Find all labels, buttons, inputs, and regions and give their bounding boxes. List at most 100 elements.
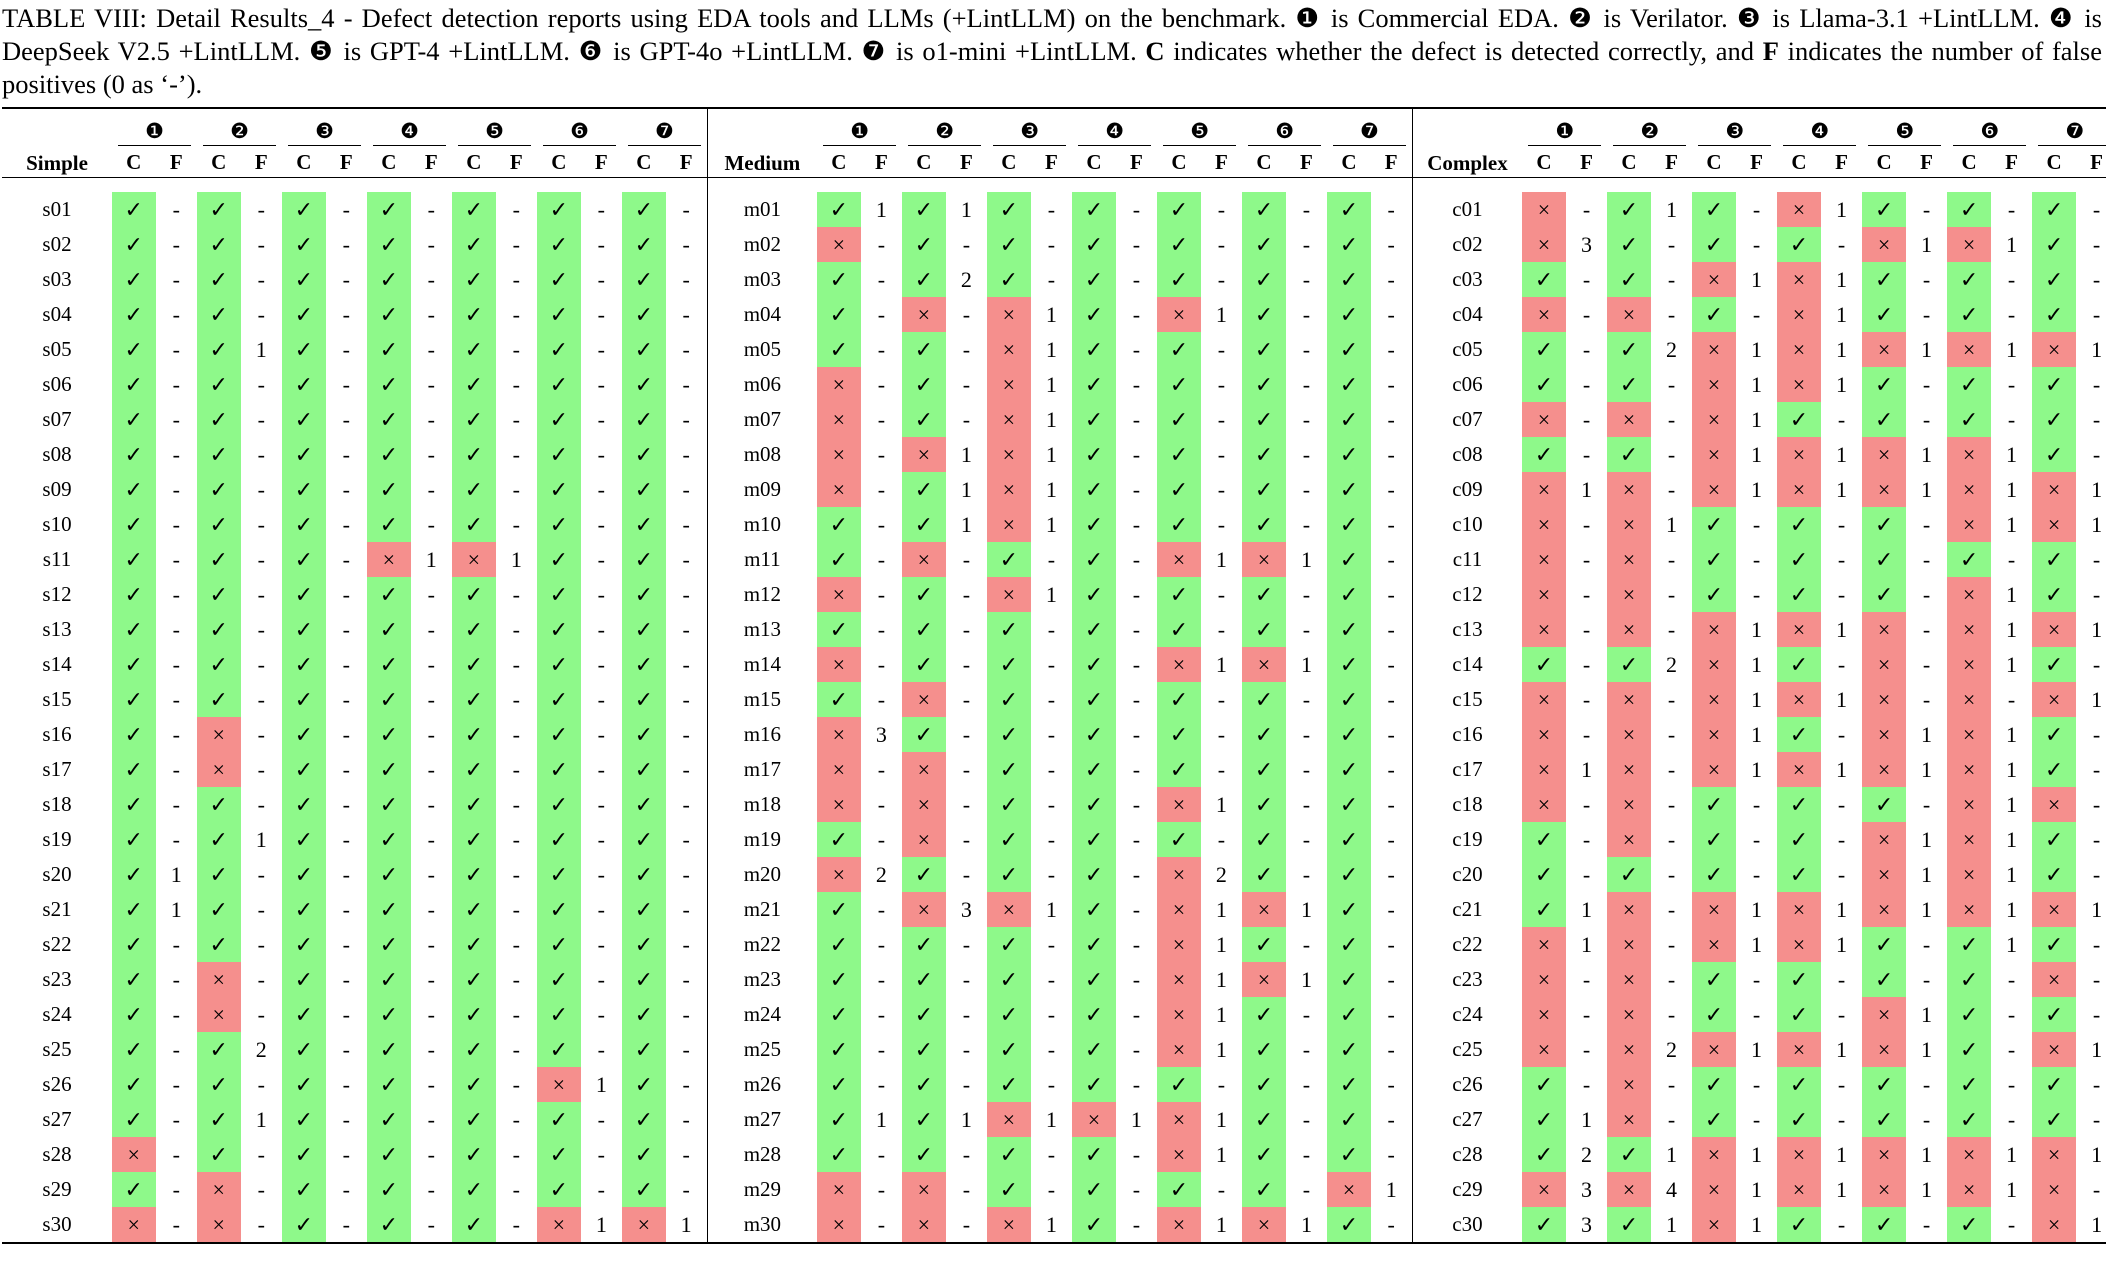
false-positive-cell: - [1582,266,1591,292]
false-positive-cell: - [1582,686,1591,712]
false-positive-cell: - [427,371,435,397]
tool-header: ❻ [1242,107,1328,147]
false-positive-cell: - [1990,1207,2033,1244]
detected-correct-cell: ✓ [537,612,581,647]
detected-wrong-cell: × [1522,1032,1566,1067]
detected-correct-cell: ✓ [282,997,326,1032]
detected-correct-cell: ✓ [2032,367,2076,402]
false-positive-cell: - [257,1071,265,1097]
false-positive-cell: - [1302,791,1311,817]
detected-correct-cell: ✓ [1072,472,1116,507]
false-positive-cell: - [342,196,350,222]
false-positive-cell: 1 [1921,756,1933,782]
false-positive-cell: - [1837,1106,1846,1132]
false-positive-cell: - [257,196,265,222]
row-id: m09 [743,477,782,501]
false-positive-cell: - [427,861,435,887]
detected-correct-cell: ✓ [1242,402,1286,437]
false-positive-cell: 1 [1836,266,1848,292]
table-row: s19 ✓ - ✓ 1 ✓ - ✓ - ✓ - ✓ - ✓ - m19 ✓ - × - ✓ - ✓ - ✓ - ✓ - ✓ - c19 ✓ - ×… [2,822,2106,857]
table-row: s29 ✓ - × - ✓ - ✓ - ✓ - ✓ - ✓ - m29 × - × - ✓ - ✓ - ✓ - ✓ - × 1 c29 × 3 ×… [2,1172,2106,1207]
false-positive-cell: - [1752,1106,1761,1132]
false-positive-cell: 2 [1665,1036,1677,1062]
false-positive-cell: 1 [2006,756,2018,782]
false-positive-cell: - [1582,861,1591,887]
tool-label: ❻ [543,119,617,146]
detected-wrong-cell: × [1777,1032,1821,1067]
false-positive-cell: - [1047,1036,1056,1062]
detected-correct-cell: ✓ [902,402,946,437]
detected-correct-cell: ✓ [452,227,496,262]
false-positive-cell: 1 [2006,791,2018,817]
detected-wrong-cell: × [987,297,1031,332]
table-body: s01 ✓ - ✓ - ✓ - ✓ - ✓ - ✓ - ✓ - m01 ✓ 1 ✓ 1 ✓ - ✓ - ✓ - ✓ - ✓ - c01 × - ✓… [2,177,2106,1244]
row-id: c10 [1452,512,1483,536]
false-positive-cell: - [1922,1071,1931,1097]
false-positive-cell: - [1922,651,1931,677]
detected-correct-cell: ✓ [367,437,411,472]
subheader-c: C [1072,147,1116,178]
subheader-f: F [1735,147,1778,178]
group-label-simple: Simple [2,107,112,178]
false-positive-cell: - [257,721,265,747]
false-positive-cell: - [172,371,180,397]
detected-correct-cell: ✓ [367,332,411,367]
detected-correct-cell: ✓ [537,297,581,332]
false-positive-cell: - [257,301,265,327]
detected-correct-cell: ✓ [537,472,581,507]
detected-wrong-cell: × [2032,892,2076,927]
detected-correct-cell: ✓ [1242,507,1286,542]
detected-correct-cell: ✓ [1522,1067,1566,1102]
false-positive-cell: - [172,1001,180,1027]
false-positive-cell: - [342,441,350,467]
false-positive-cell: - [342,1106,350,1132]
detected-correct-cell: ✓ [1327,682,1371,717]
false-positive-cell: - [1370,822,1413,857]
row-id: c02 [1452,232,1483,256]
row-id: m22 [743,932,782,956]
tool-label: ❼ [2038,119,2106,146]
detected-correct-cell: ✓ [1777,227,1821,262]
detected-correct-cell: ✓ [367,227,411,262]
tool-header: ❷ [197,107,283,147]
false-positive-cell: - [1302,1106,1311,1132]
false-positive-cell: - [877,756,886,782]
detected-wrong-cell: × [902,542,946,577]
detected-wrong-cell: × [1862,857,1906,892]
false-positive-cell: - [1132,441,1141,467]
false-positive-cell: - [1752,511,1761,537]
false-positive-cell: 1 [2006,1176,2018,1202]
detected-correct-cell: ✓ [1947,1102,1991,1137]
detected-correct-cell: ✓ [1947,192,1991,227]
false-positive-cell: - [1132,931,1141,957]
false-positive-cell: - [597,1176,605,1202]
detected-correct-cell: ✓ [1072,1172,1116,1207]
detected-wrong-cell: × [1157,1102,1201,1137]
subheader-c: C [622,147,666,178]
detected-correct-cell: ✓ [1777,402,1821,437]
false-positive-cell: - [2007,1036,2016,1062]
detected-wrong-cell: × [1327,1172,1371,1207]
false-positive-cell: 1 [1215,546,1227,572]
false-positive-cell: 1 [2006,861,2018,887]
subheader-c: C [1692,147,1736,178]
detected-correct-cell: ✓ [1607,857,1651,892]
false-positive-cell: - [1837,826,1846,852]
false-positive-cell: - [1370,752,1413,787]
detected-correct-cell: ✓ [537,577,581,612]
false-positive-cell: - [427,1176,435,1202]
detected-correct-cell: ✓ [622,367,666,402]
detected-wrong-cell: × [2032,787,2076,822]
subheader-f: F [1650,147,1693,178]
false-positive-cell: - [1047,1001,1056,1027]
false-positive-cell: - [172,616,180,642]
false-positive-cell: - [1370,437,1413,472]
detected-correct-cell: ✓ [112,822,156,857]
false-positive-cell: - [2092,1106,2101,1132]
row-id: s12 [42,582,72,606]
detected-correct-cell: ✓ [817,927,861,962]
detected-wrong-cell: × [987,332,1031,367]
false-positive-cell: - [1302,756,1311,782]
false-positive-cell: 1 [1215,791,1227,817]
detected-correct-cell: ✓ [902,262,946,297]
